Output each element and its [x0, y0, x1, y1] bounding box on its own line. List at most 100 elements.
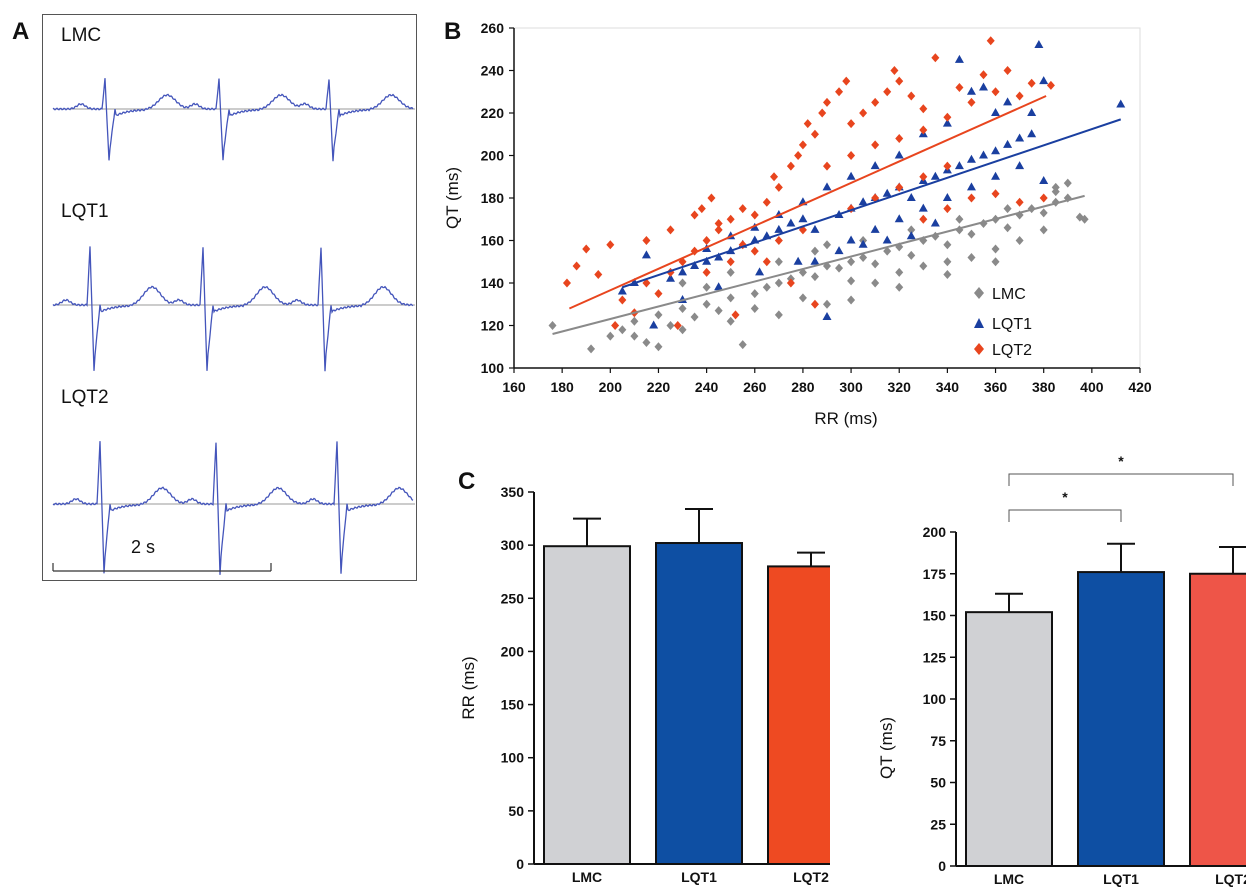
scatter-point-lqt2: [835, 87, 844, 97]
scatter-point-lmc: [1063, 178, 1072, 188]
scatter-point-lqt2: [714, 225, 723, 235]
panel-letter-b: B: [444, 18, 462, 45]
scatter-point-lqt1: [918, 203, 928, 212]
scatter-point-lmc: [642, 338, 651, 347]
rr-ytick-label: 100: [501, 750, 525, 766]
scatter-point-lmc: [750, 289, 759, 299]
qt-ytick-label: 175: [923, 566, 947, 582]
scatter-point-lqt1: [991, 146, 1001, 155]
scatter-point-lqt2: [871, 193, 880, 203]
rr-bar-lqt1: [655, 542, 743, 865]
scatter-point-lqt2: [871, 97, 880, 107]
scatter-point-lqt2: [883, 87, 892, 97]
scatter-point-lqt2: [847, 151, 856, 160]
scatter-xtick-label: 220: [647, 379, 671, 395]
ecg-trace-lqt2: [52, 441, 414, 575]
qt-significance-star: *: [1118, 453, 1124, 469]
scatter-point-lmc: [823, 240, 831, 250]
scatter-point-lqt1: [822, 182, 832, 191]
scatter-point-lqt2: [786, 161, 795, 171]
legend-label-lmc: LMC: [992, 286, 1026, 303]
scatter-point-lqt2: [770, 172, 779, 182]
scatter-point-lmc: [738, 340, 747, 350]
scatter-point-lqt1: [678, 267, 688, 276]
scatter-point-lmc: [798, 293, 807, 303]
scatter-point-lqt2: [895, 76, 904, 86]
panel-letter-a: A: [12, 18, 30, 45]
scatter-point-lqt2: [738, 204, 747, 214]
scatter-point-lqt2: [678, 257, 687, 267]
scatter-point-lqt2: [842, 76, 851, 86]
qt-ytick-label: 100: [923, 691, 947, 707]
scatter-point-lqt1: [822, 312, 832, 320]
qt-ytick-label: 200: [923, 524, 947, 540]
scatter-point-lqt2: [786, 278, 795, 288]
rr-ylabel: RR (ms): [459, 656, 478, 719]
scatter-point-lmc: [678, 278, 687, 288]
scatter-point-lqt2: [726, 257, 735, 267]
scatter-point-lqt2: [1015, 197, 1024, 207]
qt-bar-lqt2: [1189, 572, 1246, 867]
scatter-point-lmc: [606, 331, 615, 341]
scatter-point-lqt2: [943, 161, 952, 171]
scatter-point-lqt1: [894, 214, 904, 223]
scatter-point-lqt1: [894, 150, 904, 159]
scatter-point-lqt1: [714, 252, 724, 261]
scatter-point-lqt2: [606, 240, 615, 250]
scatter-ytick-label: 140: [481, 275, 505, 291]
trend-line-lqt2: [568, 95, 1047, 310]
scatter-point-lqt1: [1034, 40, 1044, 48]
scatter-point-lmc: [702, 299, 711, 309]
scatter-point-lqt1: [617, 286, 627, 295]
scatter-point-lqt2: [810, 129, 819, 139]
scatter-point-lqt1: [906, 193, 916, 201]
scatter-point-lqt2: [919, 104, 928, 114]
scatter-point-lqt1: [1003, 97, 1013, 106]
scatter-point-lmc: [726, 316, 735, 326]
scatter-point-lmc: [907, 250, 916, 260]
rr-ytick-label: 0: [516, 856, 524, 872]
scatter-ytick-label: 160: [481, 233, 505, 249]
scatter-point-lqt2: [762, 197, 771, 207]
scatter-point-lmc: [654, 310, 663, 320]
ecg-label-lqt2: LQT2: [61, 387, 109, 408]
scatter-point-lqt1: [1015, 133, 1025, 142]
scatter-xtick-label: 300: [839, 379, 863, 395]
scatter-point-lqt2: [979, 70, 988, 80]
scatter-point-lqt2: [823, 97, 831, 107]
scatter-point-lqt1: [942, 193, 952, 201]
scatter-xtick-label: 180: [550, 379, 574, 395]
scatter-point-lmc: [774, 257, 783, 267]
scatter-point-lqt2: [895, 134, 904, 143]
scatter-point-lqt2: [794, 151, 803, 160]
scatter-point-lmc: [883, 246, 892, 256]
scatter-point-lmc: [1039, 208, 1048, 218]
scatter-point-lqt2: [991, 87, 1000, 97]
ecg-trace-lqt1: [52, 246, 414, 372]
rr-ytick-label: 50: [508, 803, 524, 819]
scatter-point-lmc: [955, 214, 964, 224]
scatter-point-lmc: [943, 270, 952, 279]
scatter-point-lqt2: [967, 97, 976, 107]
scatter-point-lqt2: [690, 210, 699, 220]
qt-ytick-label: 0: [938, 858, 946, 874]
scatter-point-lqt2: [673, 321, 682, 330]
scatter-point-lqt2: [991, 189, 1000, 199]
scatter-xtick-label: 160: [502, 379, 526, 395]
scatter-point-lqt1: [690, 261, 700, 269]
scatter-point-lqt2: [726, 214, 735, 224]
scatter-point-lmc: [630, 316, 639, 326]
scatter-point-lqt2: [943, 204, 952, 214]
scatter-point-lqt2: [666, 225, 675, 235]
scatter-point-lqt2: [1027, 78, 1036, 88]
scatter-point-lmc: [678, 325, 687, 335]
scatter-point-lmc: [774, 278, 783, 288]
qt-significance-bracket: [1008, 509, 1122, 522]
scatter-point-lmc: [702, 282, 711, 292]
qt-ytick-label: 125: [923, 649, 947, 665]
scatter-point-lqt1: [641, 250, 651, 259]
scatter-point-lqt2: [642, 236, 651, 245]
scatter-point-lqt1: [870, 224, 880, 233]
scatter-point-lmc: [991, 244, 1000, 254]
scatter-point-lqt2: [750, 246, 759, 256]
